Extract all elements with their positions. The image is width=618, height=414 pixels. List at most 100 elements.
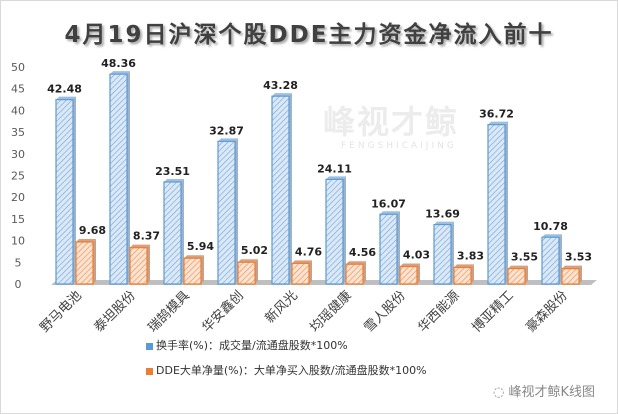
data-label: 10.78 (533, 220, 568, 233)
y-tick-label: 35 (11, 126, 25, 139)
data-label: 8.37 (133, 230, 160, 243)
data-label: 9.68 (79, 224, 106, 237)
bar-top (238, 259, 258, 263)
data-label: 43.28 (263, 79, 298, 92)
y-tick-label: 10 (11, 235, 25, 248)
bar-side (289, 93, 292, 285)
bar-dde (183, 257, 202, 285)
bar-side (417, 263, 420, 284)
data-label: 4.56 (349, 246, 376, 259)
data-label: 16.07 (371, 197, 406, 210)
data-label: 3.53 (565, 251, 592, 264)
data-label: 5.02 (241, 244, 268, 257)
y-tick-label: 15 (11, 213, 25, 226)
bar-top (110, 71, 130, 75)
y-tick-label: 20 (11, 191, 25, 204)
bar-dde (237, 261, 256, 285)
bar-dde (291, 262, 310, 285)
bar-dde (453, 266, 472, 285)
legend-swatch-orange (146, 367, 153, 375)
chart-title: 4月19日沪深个股DDE主力资金净流入前十 (64, 22, 554, 48)
watermark: 峰视才鲸 (323, 103, 460, 141)
y-tick-label: 30 (11, 148, 25, 161)
data-label: 3.83 (457, 249, 484, 262)
x-tick-label: 新风光 (262, 288, 301, 327)
bar-side (505, 121, 508, 285)
bar-side (201, 255, 204, 284)
bar-side (235, 138, 238, 284)
data-label: 32.87 (209, 124, 244, 137)
bar-turnover (325, 178, 344, 285)
bar-top (346, 261, 366, 265)
bar-side (559, 234, 562, 284)
bar-side (73, 96, 76, 284)
bar-dde (507, 267, 526, 285)
bar-side (93, 238, 96, 284)
bar-top (400, 263, 420, 267)
bar-turnover (541, 236, 560, 285)
bar-top (164, 178, 184, 182)
bar-turnover (109, 73, 128, 285)
bar-turnover (55, 99, 74, 285)
x-tick-label: 华安鑫创 (199, 288, 247, 336)
bar-dde (399, 265, 418, 285)
x-tick-label: 华西能源 (415, 288, 462, 335)
data-label: 5.94 (187, 240, 214, 253)
bar-turnover (433, 223, 452, 285)
bar-top (562, 265, 582, 269)
bar-top (272, 93, 292, 97)
data-label: 4.76 (295, 245, 322, 258)
bar-side (343, 176, 346, 284)
legend-label: DDE大单净量(%)：大单净买入股数/流通盘股数*100% (156, 364, 427, 377)
bar-side (363, 261, 366, 284)
bar-side (181, 178, 184, 284)
bar-turnover (379, 213, 398, 285)
x-tick-label: 雪人股份 (361, 288, 408, 335)
bar-turnover (487, 124, 506, 285)
bar-top (488, 121, 508, 125)
bar-dde (75, 241, 94, 285)
bar-side (309, 260, 312, 284)
data-label: 4.03 (403, 249, 430, 262)
bar-top (56, 96, 76, 100)
bar-turnover (217, 140, 236, 285)
x-tick-label: 豪森股份 (523, 288, 571, 336)
legend-label: 换手率(%)：成交量/流通盘股数*100% (156, 339, 348, 352)
legend-item-dde: DDE大单净量(%)：大单净买入股数/流通盘股数*100% (146, 362, 427, 378)
bar-side (397, 211, 400, 284)
bar-top (454, 264, 474, 268)
bar-side (471, 264, 474, 284)
data-label: 24.11 (317, 162, 352, 175)
bar-top (76, 238, 96, 242)
bar-top (184, 255, 204, 259)
data-label: 13.69 (425, 208, 460, 221)
data-label: 23.51 (155, 165, 190, 178)
y-tick-label: 5 (15, 256, 22, 269)
bar-top (292, 260, 312, 264)
x-tick-label: 均瑶健康 (307, 288, 355, 336)
bar-top (508, 265, 528, 269)
data-label: 48.36 (101, 57, 136, 70)
bar-dde (345, 263, 364, 285)
bar-side (255, 259, 258, 284)
bar-turnover (163, 181, 182, 285)
bar-top (380, 211, 400, 215)
y-tick-label: 45 (11, 83, 25, 96)
data-label: 3.55 (511, 251, 538, 264)
bar-turnover (271, 95, 290, 285)
bar-top (542, 234, 562, 238)
bar-top (130, 244, 150, 248)
x-tick-label: 博亚精工 (469, 288, 516, 335)
watermark-sub: FENGSHICAIJING (341, 141, 457, 151)
wechat-icon: ◌ (493, 385, 509, 400)
bar-dde (129, 247, 148, 285)
bar-dde (561, 268, 580, 285)
y-tick-label: 0 (15, 278, 22, 291)
bar-side (579, 265, 582, 284)
bar-side (525, 265, 528, 284)
legend-swatch-blue (146, 342, 153, 350)
data-label: 36.72 (479, 108, 514, 121)
y-tick-label: 25 (11, 170, 25, 183)
bar-top (326, 176, 346, 180)
